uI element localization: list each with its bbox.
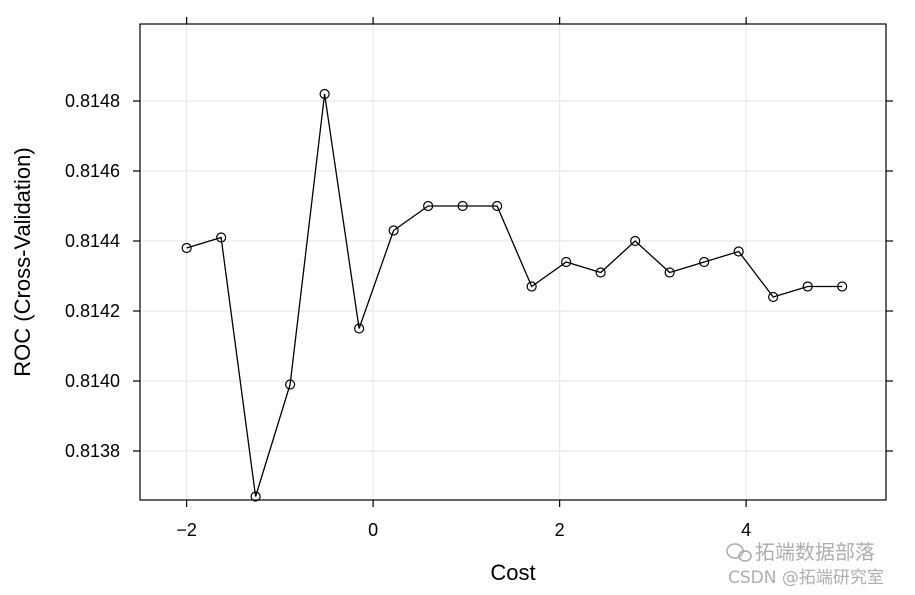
data-point [423, 200, 434, 212]
data-point [250, 491, 261, 502]
watermark-line2: CSDN @拓端研究室 [728, 568, 884, 588]
data-point [768, 291, 779, 303]
y-tick-label: 0.8138 [65, 441, 120, 461]
data-point [561, 256, 572, 268]
y-axis-title: ROC (Cross-Validation) [10, 147, 35, 376]
data-point [354, 323, 365, 334]
data-point [388, 225, 399, 236]
data-point [216, 232, 227, 243]
plot-frame [139, 23, 887, 501]
grid-layer [140, 24, 886, 500]
x-tick-label: 2 [555, 520, 565, 540]
y-tick-label: 0.8144 [65, 231, 120, 251]
x-axis-title: Cost [490, 560, 535, 585]
data-point [699, 256, 710, 268]
data-point [630, 235, 641, 247]
data-point [319, 88, 330, 100]
series-layer [181, 88, 848, 502]
y-tick-label: 0.8148 [65, 91, 120, 111]
data-point [595, 267, 606, 278]
x-tick-label: 4 [741, 520, 751, 540]
data-point [181, 242, 192, 254]
data-point [492, 200, 503, 212]
data-point [664, 267, 675, 278]
data-point [457, 200, 468, 212]
watermark: 拓端数据部落 CSDN @拓端研究室 [726, 540, 884, 588]
watermark-line1: 拓端数据部落 [755, 540, 875, 564]
data-point [837, 281, 848, 292]
y-tick-label: 0.8142 [65, 301, 120, 321]
ticks-layer: −2 0 2 4 0.8138 0.8140 0.8142 0.8144 0.8146 0.814… [65, 17, 893, 540]
x-tick-label: −2 [176, 520, 197, 540]
x-tick-label: 0 [368, 520, 378, 540]
data-point [802, 281, 813, 292]
data-point [733, 246, 744, 257]
data-point [526, 281, 537, 292]
y-tick-label: 0.8140 [65, 371, 120, 391]
y-tick-label: 0.8146 [65, 161, 120, 181]
wechat-icon [726, 543, 752, 562]
series-line [186, 93, 843, 497]
data-point [285, 379, 296, 390]
